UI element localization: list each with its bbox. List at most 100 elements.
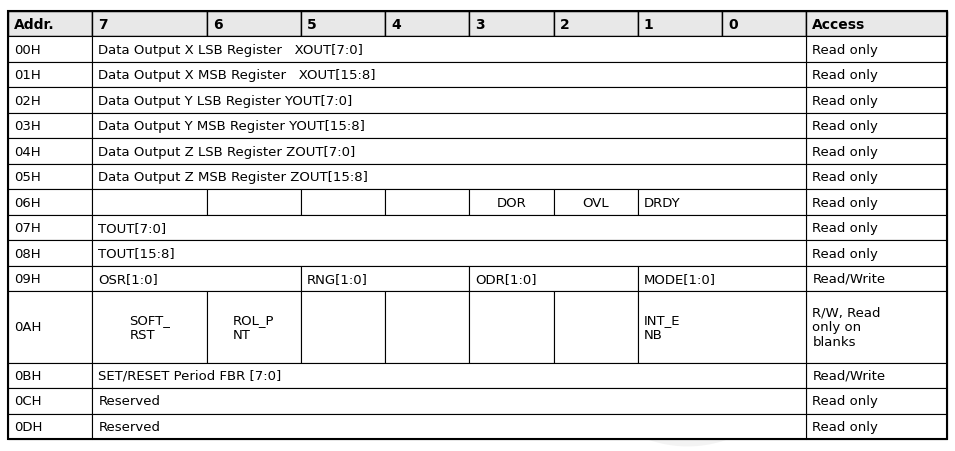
Text: Read only: Read only [813, 120, 879, 133]
Bar [806, 63, 947, 88]
Bar [93, 241, 806, 266]
Text: 07H: 07H [14, 221, 41, 235]
Bar [8, 215, 93, 241]
Bar [469, 190, 554, 215]
Bar [8, 388, 93, 414]
Bar [8, 63, 93, 88]
Text: Data Output X LSB Register   XOUT[7:0]: Data Output X LSB Register XOUT[7:0] [98, 44, 363, 56]
Bar [806, 88, 947, 114]
Text: 02H: 02H [14, 94, 41, 107]
Bar [806, 190, 947, 215]
Text: RNG[1:0]: RNG[1:0] [307, 272, 368, 285]
Text: 3: 3 [476, 18, 485, 32]
Text: 4: 4 [391, 18, 401, 32]
Bar [207, 12, 301, 37]
Text: TOUT[7:0]: TOUT[7:0] [98, 221, 166, 235]
Text: Data Output Y MSB Register YOUT[15:8]: Data Output Y MSB Register YOUT[15:8] [98, 120, 365, 133]
Text: Read only: Read only [813, 44, 879, 56]
Text: DRDY: DRDY [644, 196, 680, 209]
Bar [385, 190, 469, 215]
Text: 0AH: 0AH [14, 321, 41, 334]
Text: 2: 2 [560, 18, 569, 32]
Bar [806, 363, 947, 388]
Text: 05H: 05H [14, 171, 41, 184]
Text: Data Output X MSB Register   XOUT[15:8]: Data Output X MSB Register XOUT[15:8] [98, 69, 376, 82]
Text: 00H: 00H [14, 44, 41, 56]
Bar [93, 388, 806, 414]
Bar [806, 292, 947, 363]
Bar [806, 12, 947, 37]
Text: OSR[1:0]: OSR[1:0] [98, 272, 159, 285]
Bar [93, 37, 806, 63]
Text: Read only: Read only [813, 69, 879, 82]
Bar [469, 292, 554, 363]
Text: Read only: Read only [813, 247, 879, 260]
Bar [638, 12, 722, 37]
Text: 06H: 06H [14, 196, 41, 209]
Bar [469, 12, 554, 37]
Bar [8, 241, 93, 266]
Bar [8, 414, 93, 439]
Text: Access: Access [813, 18, 865, 32]
Bar [93, 363, 806, 388]
Bar [554, 12, 638, 37]
Bar [93, 88, 806, 114]
Bar [806, 165, 947, 190]
Text: 0CH: 0CH [14, 395, 41, 407]
Bar [93, 215, 806, 241]
Text: Read only: Read only [813, 171, 879, 184]
Bar [8, 363, 93, 388]
Bar [638, 266, 806, 292]
Bar [806, 241, 947, 266]
Text: 0BH: 0BH [14, 369, 41, 382]
Bar [385, 12, 469, 37]
Bar [554, 292, 638, 363]
Bar [93, 414, 806, 439]
Bar [301, 292, 385, 363]
Bar [301, 190, 385, 215]
Bar [722, 12, 806, 37]
Bar [638, 292, 806, 363]
Text: 04H: 04H [14, 145, 41, 158]
Bar [8, 12, 93, 37]
Text: 03H: 03H [14, 120, 41, 133]
Bar [301, 266, 469, 292]
Bar [8, 190, 93, 215]
Text: 08H: 08H [14, 247, 41, 260]
Bar [554, 190, 638, 215]
Bar [8, 165, 93, 190]
Bar [8, 266, 93, 292]
Bar [806, 37, 947, 63]
Text: 01H: 01H [14, 69, 41, 82]
Text: 0DH: 0DH [14, 420, 42, 433]
Bar [93, 266, 301, 292]
Text: ROL_P
NT: ROL_P NT [233, 313, 275, 341]
Text: TOUT[15:8]: TOUT[15:8] [98, 247, 175, 260]
Bar [806, 139, 947, 165]
Bar [806, 114, 947, 139]
Text: Reserved: Reserved [98, 420, 160, 433]
Text: Read only: Read only [813, 94, 879, 107]
Bar [207, 292, 301, 363]
Text: R/W, Read
only on
blanks: R/W, Read only on blanks [813, 306, 881, 349]
Text: Read/Write: Read/Write [813, 272, 885, 285]
Bar [638, 190, 806, 215]
Text: 1: 1 [644, 18, 653, 32]
Text: Reserved: Reserved [98, 395, 160, 407]
Text: DOR: DOR [497, 196, 526, 209]
Bar [806, 414, 947, 439]
Text: Data Output Z MSB Register ZOUT[15:8]: Data Output Z MSB Register ZOUT[15:8] [98, 171, 369, 184]
Text: Read only: Read only [813, 196, 879, 209]
Text: Data Output Y LSB Register YOUT[7:0]: Data Output Y LSB Register YOUT[7:0] [98, 94, 352, 107]
Bar [93, 63, 806, 88]
Text: MODE[1:0]: MODE[1:0] [644, 272, 716, 285]
Bar [8, 292, 93, 363]
Bar [806, 215, 947, 241]
Bar [93, 139, 806, 165]
Bar [8, 139, 93, 165]
Text: Read only: Read only [813, 221, 879, 235]
Text: INT_E
NB: INT_E NB [644, 313, 680, 341]
Text: 7: 7 [98, 18, 108, 32]
Text: SET/RESET Period FBR [7:0]: SET/RESET Period FBR [7:0] [98, 369, 282, 382]
Text: SOFT_
RST: SOFT_ RST [129, 313, 170, 341]
